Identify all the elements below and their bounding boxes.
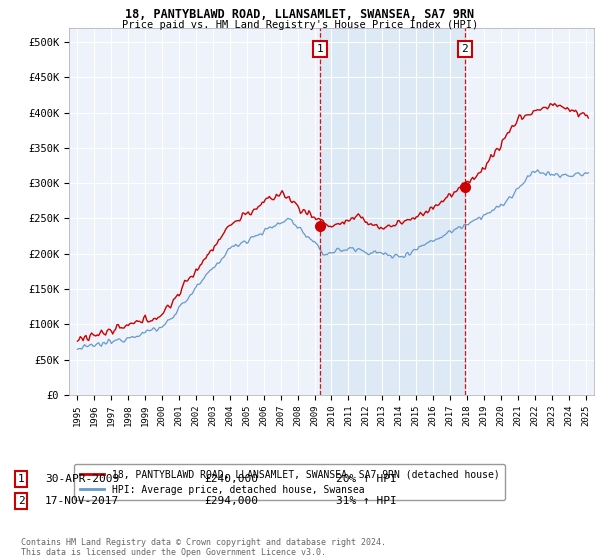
Text: 30-APR-2009: 30-APR-2009 bbox=[45, 474, 119, 484]
Text: £240,000: £240,000 bbox=[204, 474, 258, 484]
Text: 17-NOV-2017: 17-NOV-2017 bbox=[45, 496, 119, 506]
Text: Price paid vs. HM Land Registry's House Price Index (HPI): Price paid vs. HM Land Registry's House … bbox=[122, 20, 478, 30]
Text: 20% ↑ HPI: 20% ↑ HPI bbox=[336, 474, 397, 484]
Text: 1: 1 bbox=[17, 474, 25, 484]
Text: 18, PANTYBLAWD ROAD, LLANSAMLET, SWANSEA, SA7 9RN: 18, PANTYBLAWD ROAD, LLANSAMLET, SWANSEA… bbox=[125, 8, 475, 21]
Text: 1: 1 bbox=[317, 44, 323, 54]
Text: Contains HM Land Registry data © Crown copyright and database right 2024.
This d: Contains HM Land Registry data © Crown c… bbox=[21, 538, 386, 557]
Legend: 18, PANTYBLAWD ROAD, LLANSAMLET, SWANSEA, SA7 9RN (detached house), HPI: Average: 18, PANTYBLAWD ROAD, LLANSAMLET, SWANSEA… bbox=[74, 464, 505, 501]
Text: £294,000: £294,000 bbox=[204, 496, 258, 506]
Text: 2: 2 bbox=[17, 496, 25, 506]
Text: 2: 2 bbox=[461, 44, 469, 54]
Text: 31% ↑ HPI: 31% ↑ HPI bbox=[336, 496, 397, 506]
Bar bbox=[320, 28, 465, 395]
